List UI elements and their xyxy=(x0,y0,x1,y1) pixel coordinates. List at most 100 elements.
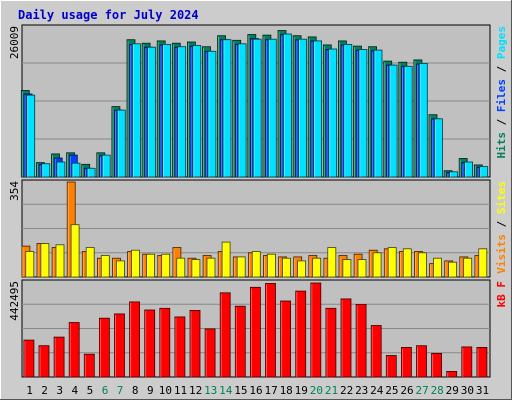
bar-sites xyxy=(55,244,65,278)
bar-kb-f xyxy=(83,353,95,378)
x-tick-label: 23 xyxy=(355,384,368,397)
bar-sites xyxy=(161,253,171,278)
bar-pages xyxy=(464,161,474,178)
bar-sites xyxy=(131,249,140,278)
legend-hits-files-pages: Hits / Files / Pages xyxy=(495,26,508,159)
bar-sites xyxy=(463,257,473,278)
legend-item: / xyxy=(495,112,508,132)
legend-item: Sites xyxy=(495,181,508,214)
bar-kb-f xyxy=(129,301,141,378)
bar-kb-f xyxy=(280,300,292,378)
x-tick-label: 5 xyxy=(87,384,94,397)
x-tick-label: 24 xyxy=(370,384,384,397)
bar-kb-f xyxy=(159,307,171,378)
legend-visits-sites: Visits / Sites xyxy=(495,181,508,274)
bar-pages xyxy=(358,49,368,178)
x-tick-label: 19 xyxy=(295,384,308,397)
panel-kbytes: 442495 kB F xyxy=(8,279,508,378)
x-tick-label: 27 xyxy=(415,384,428,397)
bar-kb-f xyxy=(68,322,80,378)
bar-sites xyxy=(40,243,50,278)
x-tick-label: 26 xyxy=(400,384,413,397)
bar-kb-f xyxy=(400,346,412,378)
bar-sites xyxy=(116,260,125,278)
legend-kbytes: kB F xyxy=(495,281,508,308)
y-max-label-visits-sites: 354 xyxy=(8,181,21,201)
bar-kb-f xyxy=(370,325,382,378)
x-tick-label: 22 xyxy=(340,384,353,397)
bar-kb-f xyxy=(189,309,201,378)
bar-sites xyxy=(25,251,35,278)
bar-pages xyxy=(418,63,428,178)
bar-kb-f xyxy=(310,282,322,378)
bar-pages xyxy=(252,38,262,178)
bar-kb-f xyxy=(53,336,65,378)
bar-sites xyxy=(478,248,488,278)
bar-pages xyxy=(177,46,187,178)
bar-pages xyxy=(237,43,247,178)
bar-sites xyxy=(342,259,352,278)
bar-pages xyxy=(131,43,141,178)
bar-sites xyxy=(70,224,80,278)
x-tick-label: 1 xyxy=(26,384,33,397)
bar-sites xyxy=(266,253,276,278)
x-tick-label: 14 xyxy=(219,384,233,397)
bar-pages xyxy=(449,171,458,178)
bar-kb-f xyxy=(234,305,246,378)
x-tick-label: 10 xyxy=(159,384,172,397)
bar-pages xyxy=(86,167,96,178)
bar-kb-f xyxy=(476,346,488,378)
bar-pages xyxy=(41,163,51,178)
bar-sites xyxy=(357,259,367,278)
bar-sites xyxy=(297,260,307,278)
x-tick-label: 17 xyxy=(264,384,277,397)
bar-pages xyxy=(313,40,323,178)
x-tick-label: 7 xyxy=(117,384,124,397)
bar-pages xyxy=(373,49,383,178)
bar-sites xyxy=(282,257,291,278)
panel-visits-sites: 354 Visits / Sites xyxy=(8,179,508,278)
bar-kb-f xyxy=(340,298,352,378)
bar-kb-f xyxy=(204,328,216,378)
x-tick-label: 12 xyxy=(189,384,202,397)
bar-kb-f xyxy=(114,313,125,378)
bar-pages xyxy=(71,162,81,178)
bar-sites xyxy=(176,257,186,278)
bar-kb-f xyxy=(265,282,276,378)
bar-kb-f xyxy=(325,307,337,378)
x-tick-label: 18 xyxy=(280,384,293,397)
bar-pages xyxy=(101,154,111,178)
bar-sites xyxy=(402,248,412,278)
bar-sites xyxy=(236,256,246,278)
x-tick-label: 15 xyxy=(234,384,247,397)
bar-pages xyxy=(147,46,156,178)
bar-pages xyxy=(282,33,292,178)
bar-kb-f xyxy=(249,286,261,378)
bar-pages xyxy=(479,166,489,178)
legend-item: Hits xyxy=(495,132,508,159)
x-tick-label: 4 xyxy=(71,384,78,397)
bar-kb-f xyxy=(446,370,458,378)
bar-sites xyxy=(387,247,397,278)
bar-kb-f xyxy=(144,309,156,378)
x-tick-label: 16 xyxy=(249,384,262,397)
bar-kb-f xyxy=(416,345,427,378)
bar-sites xyxy=(372,252,382,278)
x-tick-label: 2 xyxy=(41,384,48,397)
bar-kb-f xyxy=(431,352,443,378)
bar-pages xyxy=(192,45,202,178)
bar-pages xyxy=(433,118,443,178)
bar-pages xyxy=(328,48,338,178)
bar-pages xyxy=(162,44,172,178)
chart-title: Daily usage for July 2024 xyxy=(18,8,199,22)
bar-sites xyxy=(206,257,216,278)
x-tick-label: 21 xyxy=(325,384,338,397)
legend-item: Visits xyxy=(495,234,508,274)
legend-item: / xyxy=(495,214,508,234)
bar-kb-f xyxy=(219,292,231,378)
bar-sites xyxy=(312,257,322,278)
x-tick-label: 31 xyxy=(476,384,489,397)
x-tick-label: 30 xyxy=(461,384,474,397)
legend-item: kB F xyxy=(495,281,508,308)
